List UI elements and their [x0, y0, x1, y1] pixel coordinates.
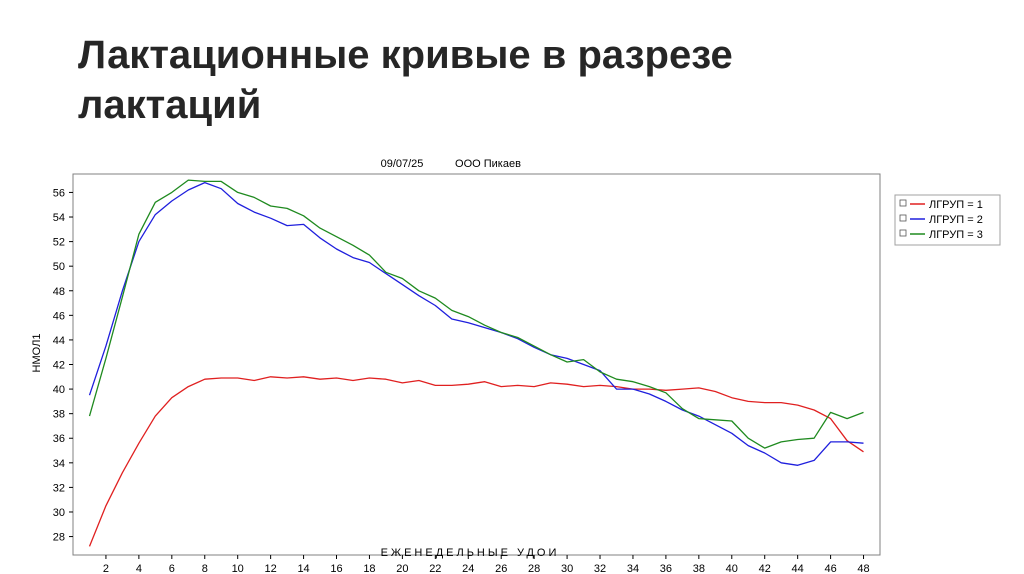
legend-checkbox[interactable] — [899, 229, 907, 237]
x-tick-label: 14 — [297, 563, 309, 574]
y-tick-label: 44 — [53, 335, 65, 347]
legend-label: ЛГРУП = 1 — [929, 199, 983, 211]
x-axis-label: ЕЖЕНЕДЕЛЬНЫЕ УДОИ — [381, 547, 560, 559]
y-tick-label: 48 — [53, 286, 65, 298]
x-tick-label: 16 — [330, 563, 342, 574]
series-line-2 — [88, 181, 864, 466]
x-tick-label: 44 — [792, 563, 804, 574]
x-tick-label: 20 — [396, 563, 408, 574]
y-tick-label: 38 — [53, 409, 65, 421]
slide-title-line-2: лактаций — [78, 83, 262, 127]
x-tick-label: 2 — [103, 563, 109, 574]
x-tick-label: 4 — [136, 563, 142, 574]
legend-checkbox[interactable] — [899, 214, 907, 222]
y-tick-label: 40 — [53, 384, 65, 396]
x-tick-label: 12 — [265, 563, 277, 574]
y-tick-label: 28 — [53, 532, 65, 544]
x-tick-label: 6 — [169, 563, 175, 574]
x-tick-label: 40 — [726, 563, 738, 574]
y-tick-label: 36 — [53, 433, 65, 445]
x-tick-label: 42 — [759, 563, 771, 574]
series-line-3 — [88, 179, 864, 449]
y-axis-label: НМОЛ1 — [31, 334, 43, 373]
x-tick-label: 32 — [594, 563, 606, 574]
x-tick-label: 28 — [528, 563, 540, 574]
legend-checkbox[interactable] — [899, 199, 907, 207]
x-tick-label: 48 — [857, 563, 869, 574]
series-line-1 — [88, 376, 864, 547]
x-tick-label: 30 — [561, 563, 573, 574]
y-axis-ticks: 28 30 32 34 36 38 40 42 44 46 48 50 52 54 56 — [53, 187, 73, 544]
x-tick-label: 18 — [363, 563, 375, 574]
chart-header-org: ООО Пикаев — [455, 158, 521, 170]
x-tick-label: 46 — [824, 563, 836, 574]
x-tick-label: 26 — [495, 563, 507, 574]
plot-area-frame — [72, 173, 881, 556]
x-tick-label: 34 — [627, 563, 639, 574]
y-tick-label: 32 — [53, 482, 65, 494]
y-tick-label: 56 — [53, 187, 65, 199]
x-tick-label: 36 — [660, 563, 672, 574]
x-tick-label: 10 — [232, 563, 244, 574]
y-tick-label: 30 — [53, 507, 65, 519]
x-tick-label: 38 — [693, 563, 705, 574]
y-tick-label: 54 — [53, 212, 65, 224]
chart-header-date: 09/07/25 — [381, 158, 424, 170]
legend: ЛГРУП = 1 ЛГРУП = 2 ЛГРУП = 3 — [894, 194, 1001, 246]
y-tick-label: 52 — [53, 237, 65, 249]
slide-title-line-1: Лактационные кривые в разрезе — [78, 33, 733, 77]
slide-title: Лактационные кривые в разрезе лактаций — [78, 30, 978, 130]
x-tick-label: 24 — [462, 563, 474, 574]
x-axis-ticks: 2 4 6 8 10 12 14 16 18 20 22 24 26 28 30 32 34 36 38 40 42 44… — [103, 555, 870, 574]
x-tick-label: 22 — [429, 563, 441, 574]
y-tick-label: 42 — [53, 360, 65, 372]
legend-label: ЛГРУП = 2 — [929, 214, 983, 226]
y-tick-label: 34 — [53, 458, 65, 470]
series-lines — [88, 179, 864, 547]
x-tick-label: 8 — [202, 563, 208, 574]
y-tick-label: 46 — [53, 310, 65, 322]
y-tick-label: 50 — [53, 261, 65, 273]
legend-label: ЛГРУП = 3 — [929, 229, 983, 241]
